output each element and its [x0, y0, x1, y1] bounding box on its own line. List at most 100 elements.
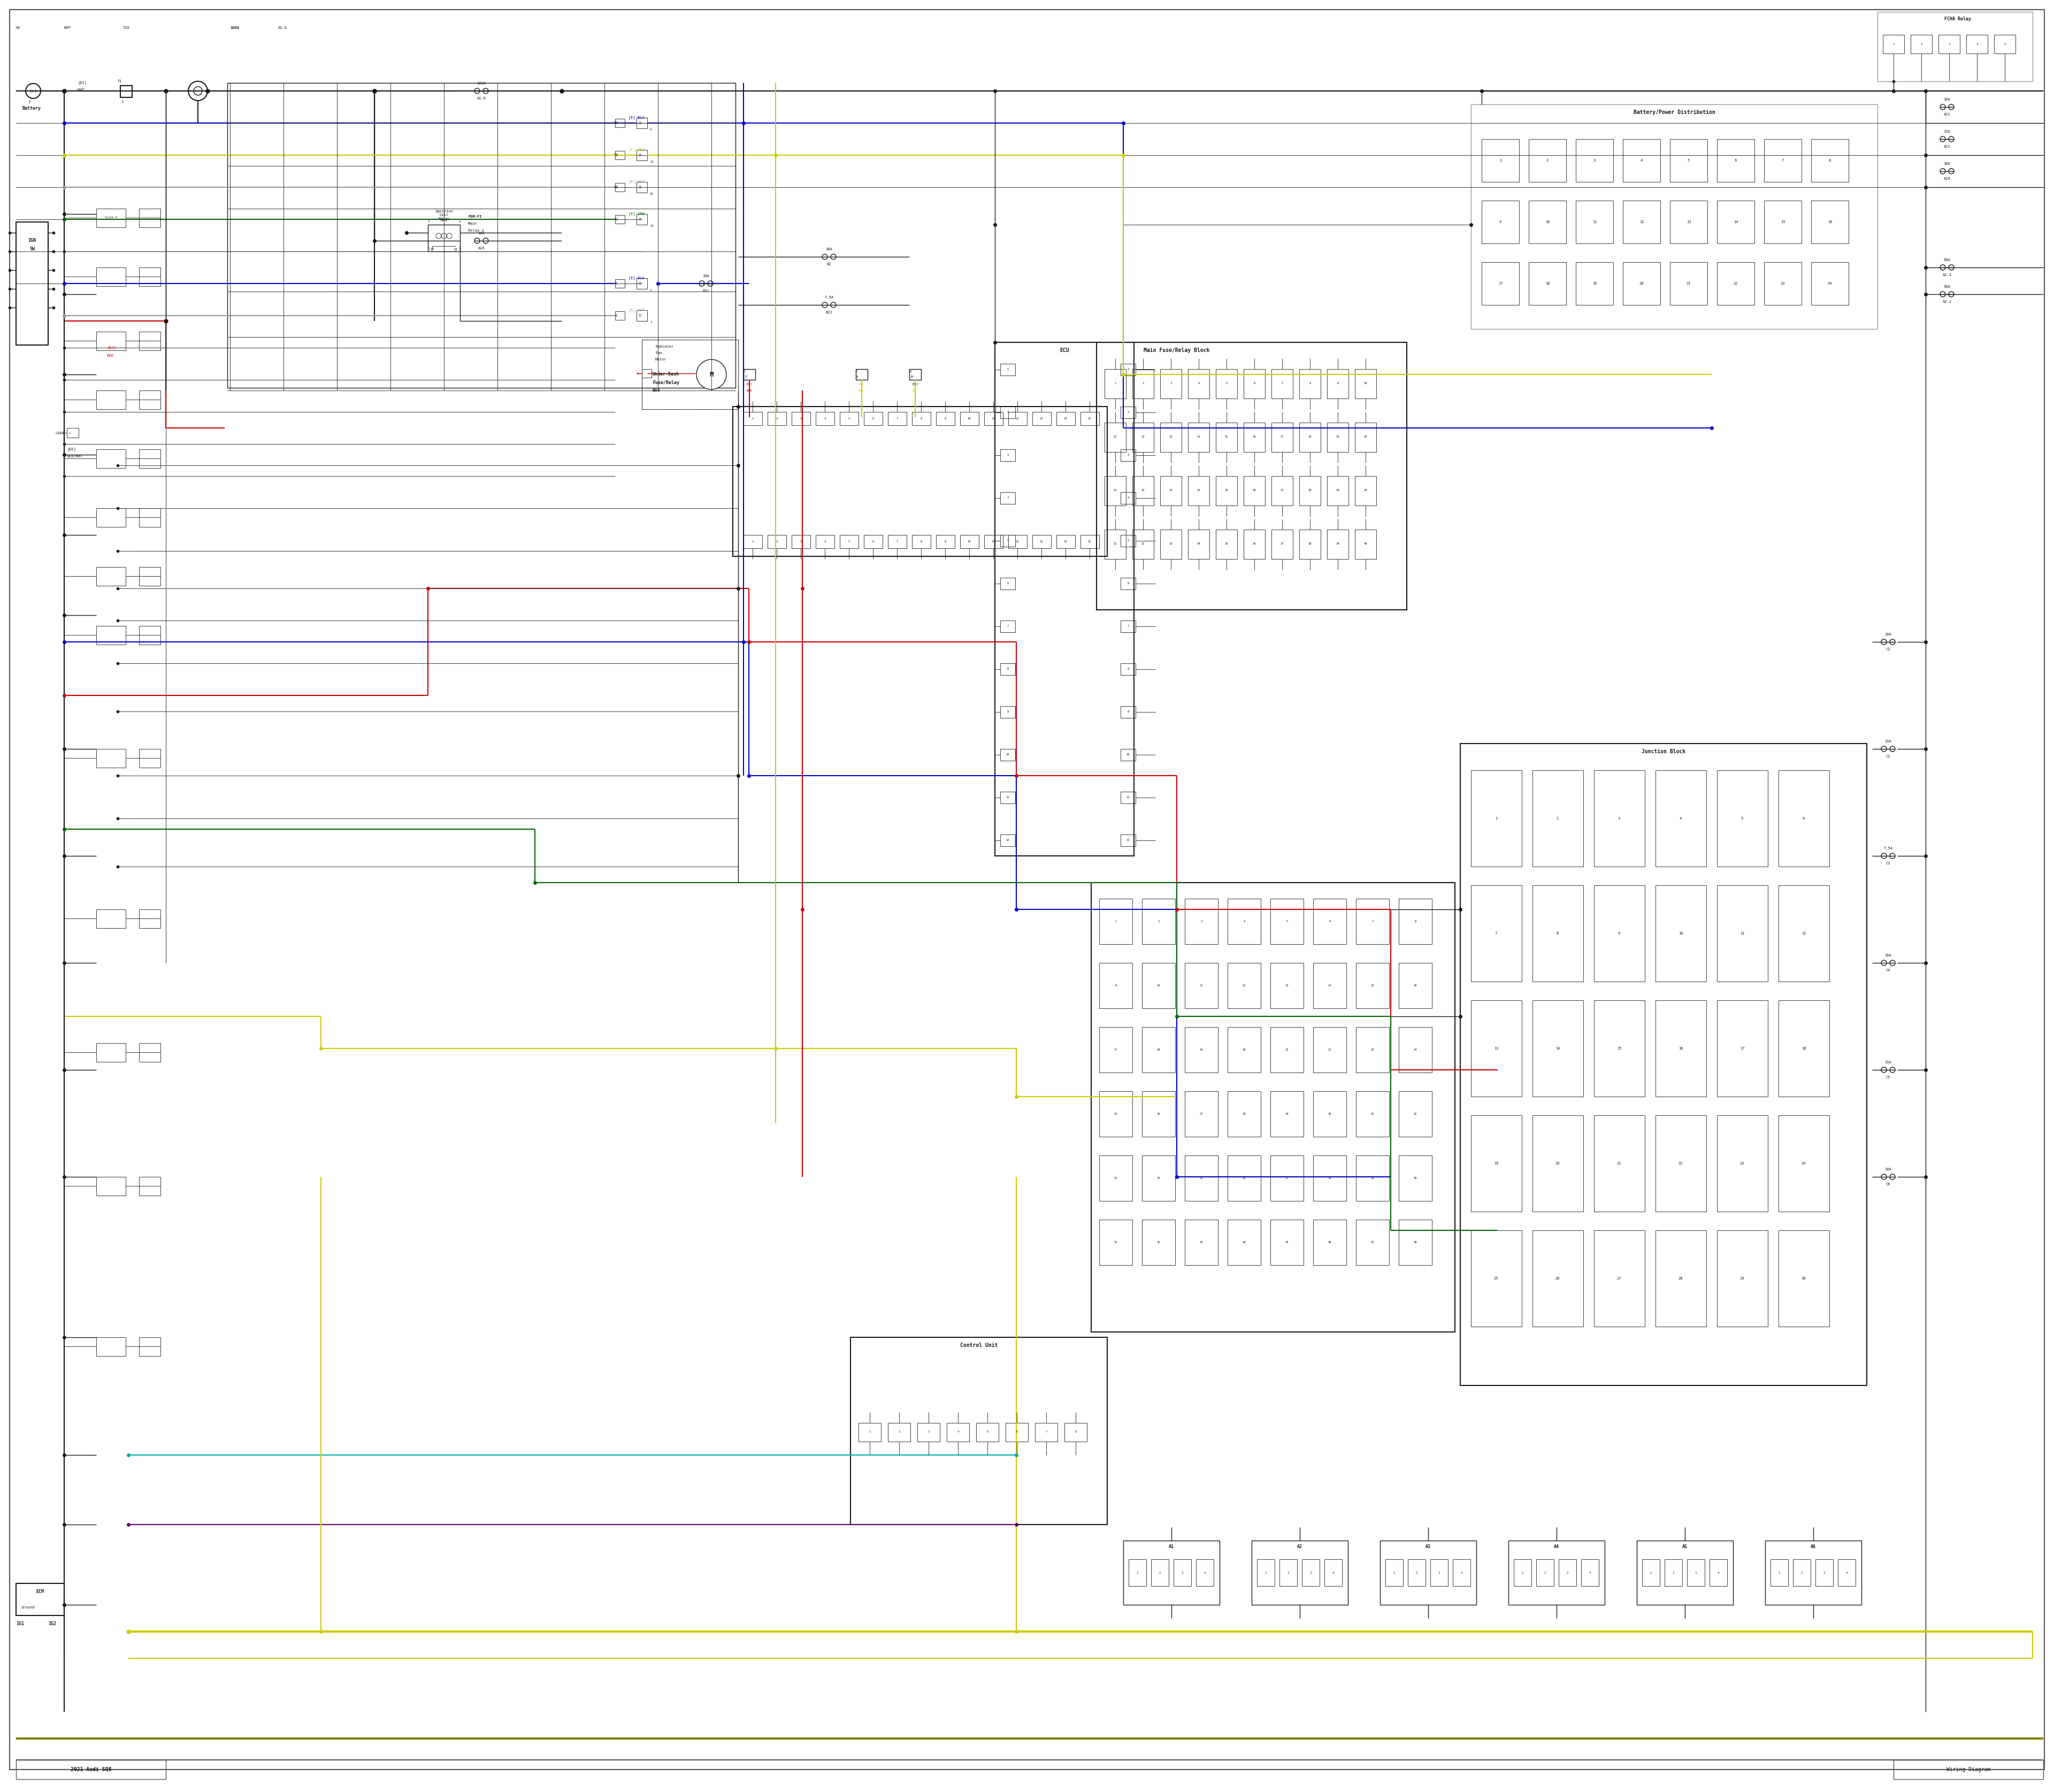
Text: 10A: 10A [826, 247, 832, 251]
Bar [1664, 1559, 1682, 1586]
Text: C5: C5 [1886, 1075, 1890, 1079]
Text: Wiring Diagram: Wiring Diagram [1947, 1767, 1990, 1772]
Text: 36: 36 [1253, 543, 1257, 545]
Text: 15: 15 [1089, 418, 1091, 419]
Bar [1471, 1000, 1522, 1097]
Text: 27: 27 [1200, 1113, 1204, 1115]
Text: 42: 42 [614, 217, 618, 220]
Text: A2-3: A2-3 [1943, 274, 1951, 276]
Text: 26: 26 [649, 192, 653, 195]
Text: 8: 8 [1828, 159, 1830, 161]
Bar [1717, 1000, 1768, 1097]
Text: 17: 17 [744, 376, 748, 378]
Bar [1161, 423, 1181, 452]
Bar [1717, 262, 1754, 305]
Bar [1097, 342, 1407, 609]
Text: 14: 14 [1064, 539, 1068, 543]
Text: 24: 24 [1828, 281, 1832, 285]
Bar [1035, 1423, 1058, 1441]
Text: 34: 34 [1156, 1177, 1161, 1179]
Bar [1460, 744, 1867, 1385]
Bar [637, 118, 647, 129]
Bar [1121, 706, 1136, 719]
Bar [1656, 1115, 1707, 1211]
Bar [1356, 898, 1389, 944]
Bar [140, 267, 160, 287]
Text: 11: 11 [992, 418, 994, 419]
Text: 44: 44 [1243, 1240, 1247, 1244]
Bar [1161, 369, 1181, 398]
Text: 37: 37 [1280, 543, 1284, 545]
Circle shape [1949, 104, 1953, 109]
Text: [E] GRN: [E] GRN [629, 211, 645, 215]
Text: 42: 42 [1156, 1240, 1161, 1244]
Circle shape [698, 281, 705, 287]
Circle shape [822, 303, 828, 308]
Bar [140, 1337, 160, 1357]
Bar [1300, 530, 1321, 559]
Bar [1327, 423, 1349, 452]
Bar [1000, 706, 1015, 719]
Bar [768, 412, 787, 425]
Bar [1594, 1000, 1645, 1097]
Text: Box: Box [653, 389, 661, 392]
Bar [1717, 885, 1768, 982]
Text: C6: C6 [1886, 1183, 1890, 1186]
Text: 10A: 10A [1886, 953, 1892, 957]
Text: 12: 12 [1126, 839, 1130, 842]
Circle shape [1941, 168, 1945, 174]
Text: A21: A21 [1943, 113, 1951, 116]
Bar [140, 749, 160, 767]
Bar [1000, 493, 1015, 504]
Bar [1532, 885, 1584, 982]
Bar [1356, 1091, 1389, 1136]
Text: 10A: 10A [1886, 1168, 1892, 1170]
Text: 34: 34 [1197, 543, 1200, 545]
Bar [1099, 1220, 1132, 1265]
Bar [1812, 140, 1849, 181]
Bar [1508, 1541, 1604, 1606]
Bar [1142, 1027, 1175, 1073]
Bar [791, 412, 811, 425]
Bar [976, 1423, 998, 1441]
Text: 60: 60 [614, 186, 618, 188]
Text: 17: 17 [1740, 1047, 1744, 1050]
Bar [1812, 262, 1849, 305]
Bar [912, 536, 930, 548]
Text: 38: 38 [1308, 543, 1313, 545]
Text: A2-1: A2-1 [1943, 299, 1951, 303]
Bar [1006, 1423, 1029, 1441]
Bar [1380, 1541, 1477, 1606]
Bar [1300, 477, 1321, 505]
Text: 36: 36 [1243, 1177, 1247, 1179]
Bar [1185, 1156, 1218, 1201]
Circle shape [1881, 745, 1886, 751]
Text: 18: 18 [1308, 435, 1313, 439]
Bar [1670, 201, 1707, 244]
Text: 45: 45 [1286, 1240, 1288, 1244]
Text: 27: 27 [1616, 1278, 1621, 1279]
Bar [1150, 1559, 1169, 1586]
Text: D: D [639, 186, 641, 188]
Bar [1384, 1559, 1403, 1586]
Bar [1009, 412, 1027, 425]
Bar [1532, 771, 1584, 867]
Text: A5: A5 [1682, 1545, 1688, 1550]
Bar [1056, 412, 1074, 425]
Bar [1656, 885, 1707, 982]
Bar [97, 332, 125, 351]
Text: 1: 1 [1499, 159, 1501, 161]
Bar [1132, 423, 1154, 452]
Text: 30: 30 [1801, 1278, 1805, 1279]
Bar [1532, 1000, 1584, 1097]
Circle shape [1941, 136, 1945, 142]
Bar [1884, 34, 1904, 54]
Circle shape [830, 303, 836, 308]
Circle shape [25, 84, 41, 99]
Bar [840, 536, 859, 548]
Text: 20: 20 [1364, 435, 1368, 439]
Bar [1313, 962, 1345, 1009]
Bar [1471, 885, 1522, 982]
Text: 10: 10 [967, 539, 972, 543]
Bar [1779, 885, 1830, 982]
